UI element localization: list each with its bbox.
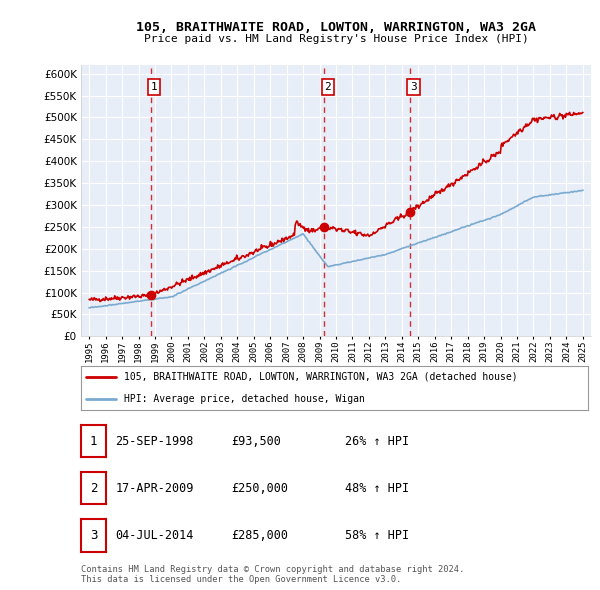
Text: 3: 3 bbox=[410, 82, 417, 92]
Text: 17-APR-2009: 17-APR-2009 bbox=[115, 481, 194, 495]
Text: 1: 1 bbox=[151, 82, 157, 92]
Text: £93,500: £93,500 bbox=[231, 434, 281, 448]
Text: 26% ↑ HPI: 26% ↑ HPI bbox=[345, 434, 409, 448]
Text: 3: 3 bbox=[90, 529, 97, 542]
Text: 2: 2 bbox=[325, 82, 331, 92]
Text: Price paid vs. HM Land Registry's House Price Index (HPI): Price paid vs. HM Land Registry's House … bbox=[143, 34, 529, 44]
Text: 58% ↑ HPI: 58% ↑ HPI bbox=[345, 529, 409, 542]
Text: 48% ↑ HPI: 48% ↑ HPI bbox=[345, 481, 409, 495]
Text: £285,000: £285,000 bbox=[231, 529, 288, 542]
Text: 1: 1 bbox=[90, 434, 97, 448]
Text: 105, BRAITHWAITE ROAD, LOWTON, WARRINGTON, WA3 2GA: 105, BRAITHWAITE ROAD, LOWTON, WARRINGTO… bbox=[136, 21, 536, 34]
Text: 04-JUL-2014: 04-JUL-2014 bbox=[115, 529, 194, 542]
Text: Contains HM Land Registry data © Crown copyright and database right 2024.
This d: Contains HM Land Registry data © Crown c… bbox=[81, 565, 464, 584]
Text: 2: 2 bbox=[90, 481, 97, 495]
Text: 25-SEP-1998: 25-SEP-1998 bbox=[115, 434, 194, 448]
Text: 105, BRAITHWAITE ROAD, LOWTON, WARRINGTON, WA3 2GA (detached house): 105, BRAITHWAITE ROAD, LOWTON, WARRINGTO… bbox=[124, 372, 518, 382]
Text: £250,000: £250,000 bbox=[231, 481, 288, 495]
Text: HPI: Average price, detached house, Wigan: HPI: Average price, detached house, Wiga… bbox=[124, 394, 365, 404]
